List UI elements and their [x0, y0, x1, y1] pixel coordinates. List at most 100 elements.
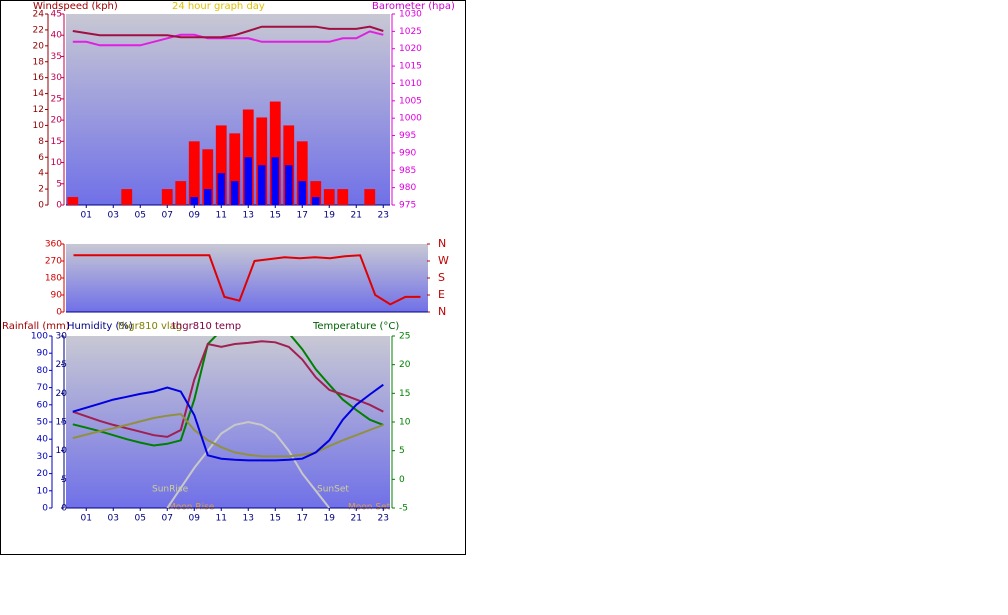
y-tick-label: 20 [37, 469, 49, 479]
x-tick-label: 13 [243, 514, 254, 524]
x-tick-label: 23 [378, 211, 389, 221]
y-tick-label: 8 [38, 137, 44, 147]
series-line [72, 340, 384, 438]
y-tick-label: 0 [399, 475, 405, 485]
bar [229, 133, 241, 205]
y-tick-label: -5 [399, 504, 408, 514]
y-tick-label: 15 [51, 137, 62, 147]
bar [271, 157, 279, 205]
series-group [72, 336, 384, 508]
y-tick-label: 22 [33, 25, 44, 35]
legend-label: thgr810 vlag [118, 321, 182, 332]
y-tick-label: 980 [399, 183, 416, 193]
annotation: SunSet [317, 485, 349, 495]
bar [337, 189, 349, 205]
bar [202, 149, 214, 205]
y-tick-label: 40 [37, 435, 49, 445]
y-tick-label: 4 [38, 169, 44, 179]
y-tick-label: 0 [56, 201, 62, 211]
axis-title: Humidity (%) [67, 321, 133, 332]
bar [231, 181, 239, 205]
y-tick-label: 50 [37, 418, 49, 428]
bar [285, 165, 293, 205]
series-group [73, 254, 421, 306]
bar [323, 189, 335, 205]
y-tick-label: 10 [399, 418, 411, 428]
x-tick-label: 21 [351, 211, 362, 221]
series-group [67, 25, 384, 205]
bar [312, 197, 320, 205]
y-tick-label: 975 [399, 201, 416, 211]
series-line [72, 383, 384, 462]
plot-area [66, 336, 390, 508]
x-tick-label: 03 [108, 514, 119, 524]
legend-label: thgr810 temp [172, 321, 241, 332]
y-tick-label: 10 [51, 158, 63, 168]
y-tick-label: 2 [38, 185, 44, 195]
series-line [72, 412, 384, 458]
annotation: SunRise [152, 485, 189, 495]
bar [256, 117, 268, 205]
axis-title: Barometer (hpa) [372, 1, 455, 12]
x-tick-label: 05 [135, 211, 146, 221]
y-tick-label: 1025 [399, 27, 422, 37]
bar [269, 101, 281, 205]
x-tick-label: 11 [216, 211, 227, 221]
y-tick-label: 14 [33, 89, 45, 99]
x-tick-label: 01 [81, 514, 92, 524]
plot-area [66, 244, 428, 312]
y-tick-label: 20 [399, 360, 411, 370]
y-tick-label: 30 [56, 332, 68, 342]
x-tick-label: 19 [324, 514, 336, 524]
y-tick-label: 25 [51, 94, 62, 104]
chart-title: 24 hour graph day [172, 1, 265, 12]
x-tick-label: 09 [189, 211, 201, 221]
y-tick-label: 0 [56, 308, 62, 318]
y-tick-label: 270 [45, 257, 62, 267]
x-tick-label: 07 [162, 211, 173, 221]
y-tick-label: 1010 [399, 79, 422, 89]
y-tick-label: 25 [56, 360, 67, 370]
y-tick-label: 20 [51, 116, 63, 126]
y-tick-label: 80 [37, 366, 49, 376]
y-tick-label: 18 [33, 57, 45, 67]
axis-title: Rainfall (mm) [2, 321, 70, 332]
y-tick-label: 995 [399, 131, 416, 141]
bar [215, 125, 227, 205]
y-tick-label: E [438, 288, 445, 301]
bar [121, 189, 133, 205]
bar [161, 189, 173, 205]
y-tick-label: 5 [61, 475, 67, 485]
y-tick-label: 20 [33, 41, 45, 51]
bar [217, 173, 225, 205]
axis-title: Temperature (°C) [312, 321, 399, 332]
y-tick-label: N [438, 237, 446, 250]
x-tick-label: 15 [270, 514, 281, 524]
y-tick-label: 45 [51, 10, 62, 20]
y-tick-label: 10 [33, 121, 45, 131]
x-tick-label: 15 [270, 211, 281, 221]
y-tick-label: 25 [399, 332, 410, 342]
y-tick-label: 90 [37, 349, 49, 359]
y-tick-label: 10 [37, 486, 49, 496]
y-tick-label: 985 [399, 166, 416, 176]
x-tick-label: 01 [81, 211, 92, 221]
y-tick-label: 90 [51, 291, 63, 301]
x-tick-label: 11 [216, 514, 227, 524]
axis-title: Windspeed (kph) [33, 1, 118, 12]
y-tick-label: 1020 [399, 44, 422, 54]
bar [188, 141, 200, 205]
y-tick-label: 16 [33, 73, 45, 83]
bar [190, 197, 198, 205]
bar [310, 181, 322, 205]
y-tick-label: S [438, 271, 445, 284]
y-tick-label: 15 [56, 418, 67, 428]
y-tick-label: 0 [38, 201, 44, 211]
y-tick-label: 10 [56, 446, 68, 456]
bar [244, 157, 252, 205]
bar [296, 141, 308, 205]
y-tick-label: 180 [45, 274, 62, 284]
y-tick-label: 20 [56, 389, 68, 399]
